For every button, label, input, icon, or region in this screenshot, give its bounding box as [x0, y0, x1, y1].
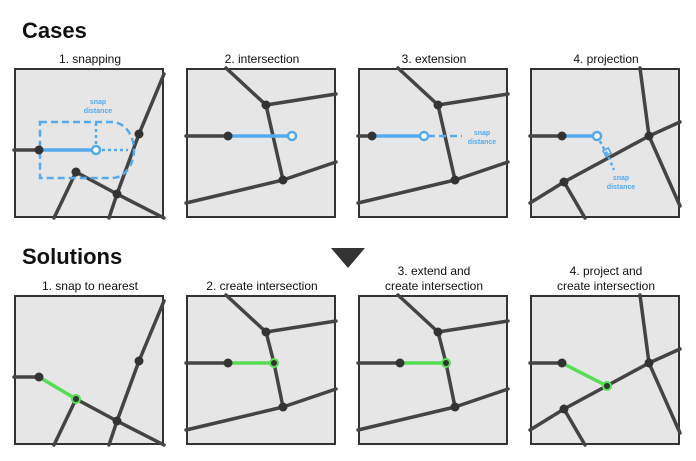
intersection-node [269, 358, 279, 368]
solution-4-diagram [528, 293, 682, 447]
case-3-panel: snap distance [356, 66, 510, 218]
road-node [134, 356, 144, 366]
road-node [433, 100, 443, 110]
case-1-caption: 1. snapping [58, 52, 122, 66]
road-node [395, 358, 405, 368]
solution-3-caption: 3. extend and create intersection [349, 264, 519, 294]
endpoint-node [90, 144, 102, 156]
road-node [367, 131, 377, 141]
road-line [436, 92, 510, 107]
road-line [528, 361, 651, 432]
road-node [450, 402, 460, 412]
case-1-panel: snap distance [12, 68, 166, 220]
solutions-heading: Solutions [22, 244, 123, 269]
distance-label: distance [607, 184, 636, 191]
endpoint-node [591, 130, 603, 142]
road-node [261, 100, 271, 110]
arrow-down-icon [331, 248, 365, 268]
road-line [224, 293, 338, 410]
road-node [557, 358, 567, 368]
road-line [396, 293, 510, 410]
road-line [647, 120, 682, 138]
solution-2-panel [184, 293, 338, 445]
road-line [52, 396, 119, 447]
snap-label: snap [613, 175, 629, 182]
road-node [559, 404, 569, 414]
case-2-panel [184, 66, 338, 218]
solution-1-panel [12, 295, 166, 447]
road-node [433, 327, 443, 337]
road-line [396, 66, 510, 183]
case-3-caption: 3. extension [401, 52, 467, 66]
road-node [223, 358, 233, 368]
road-line [224, 66, 338, 183]
road-node [278, 402, 288, 412]
road-node [261, 327, 271, 337]
road-line [115, 419, 166, 447]
solution-4-panel [528, 293, 682, 447]
road-line [107, 72, 166, 220]
road-node [644, 358, 654, 368]
solution-1-caption: 1. snap to nearest [41, 279, 139, 293]
road-line [528, 134, 651, 205]
intersection-node [441, 358, 451, 368]
road-line [356, 405, 457, 432]
case-3-diagram: snap distance [356, 66, 510, 205]
road-node [278, 175, 288, 185]
road-line [264, 319, 338, 334]
case-4-diagram: snap distance [528, 66, 682, 220]
snap-label: snap [90, 99, 106, 106]
case-4-caption: 4. projection [573, 52, 639, 66]
projected-node [602, 381, 612, 391]
snapped-node [71, 394, 81, 404]
case-1-diagram: snap distance [12, 72, 166, 220]
solution-3-caption-line: create intersection [384, 279, 484, 293]
resolved-line [38, 375, 77, 401]
road-node [450, 175, 460, 185]
endpoint-node [286, 130, 298, 142]
solution-3-panel [356, 293, 510, 445]
road-node [223, 131, 233, 141]
snap-label: snap [474, 130, 490, 137]
road-line [264, 92, 338, 107]
road-line [647, 347, 682, 365]
road-line [356, 178, 457, 205]
road-line [115, 192, 166, 220]
endpoint-node [418, 130, 430, 142]
case-2-caption: 2. intersection [224, 52, 300, 66]
solution-2-caption: 2. create intersection [206, 279, 318, 293]
road-node [134, 129, 144, 139]
case-2-diagram [184, 66, 338, 205]
right-angle-marker [601, 146, 613, 158]
solution-4-caption-line: 4. project and [569, 264, 643, 278]
road-line [107, 299, 166, 447]
snap-distance-outline [38, 120, 136, 180]
distance-label: distance [84, 108, 113, 115]
road-node [112, 189, 122, 199]
road-node [71, 167, 81, 177]
road-node [644, 131, 654, 141]
solution-3-diagram [356, 293, 510, 432]
road-node [557, 131, 567, 141]
solution-2-diagram [184, 293, 338, 432]
case-4-panel: snap distance [528, 66, 682, 220]
solution-4-caption: 4. project and create intersection [521, 264, 691, 294]
road-line [562, 180, 587, 220]
projection-line [595, 135, 616, 171]
road-node [34, 372, 44, 382]
solution-4-caption-line: create intersection [556, 279, 656, 293]
road-line [184, 178, 285, 205]
resolved-line [561, 361, 608, 388]
road-line [184, 405, 285, 432]
road-node [34, 145, 44, 155]
road-line [436, 319, 510, 334]
road-node [112, 416, 122, 426]
solution-3-caption-line: 3. extend and [397, 264, 471, 278]
cases-heading: Cases [22, 18, 87, 43]
solution-1-diagram [12, 299, 166, 447]
road-line [562, 407, 587, 447]
road-node [559, 177, 569, 187]
distance-label: distance [468, 139, 497, 146]
